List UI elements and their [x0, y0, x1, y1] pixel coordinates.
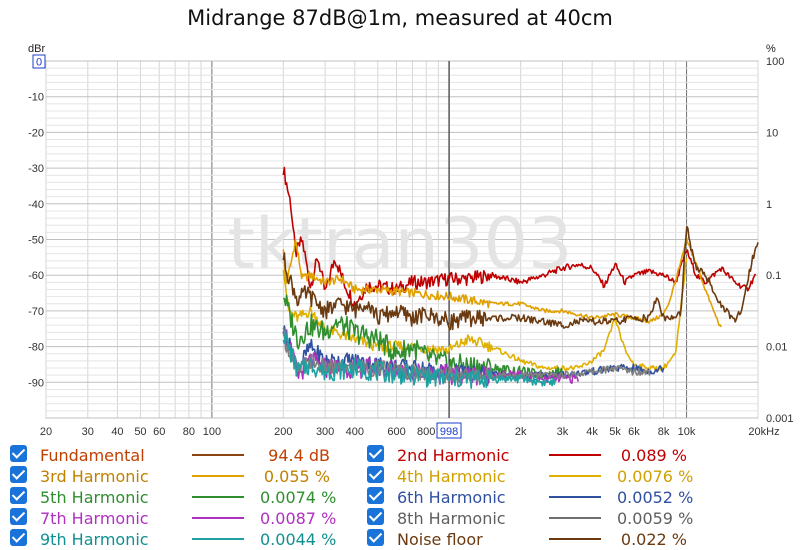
x-tick-label: 2k — [515, 426, 527, 438]
right-axis-tick-label: 0.01 — [766, 342, 787, 354]
chart-title: Midrange 87dB@1m, measured at 40cm — [187, 6, 613, 30]
legend-checkbox-4th-harmonic[interactable] — [367, 466, 384, 483]
x-tick-label: 4k — [586, 426, 598, 438]
legend-value-3rd-harmonic: 0.055 % — [263, 467, 330, 486]
legend-swatch-8th-harmonic — [549, 517, 601, 519]
x-tick-label: 40 — [111, 426, 123, 438]
legend-value-fundamental: 94.4 dB — [268, 446, 330, 465]
legend-swatch-7th-harmonic — [192, 517, 244, 519]
legend-checkbox-3rd-harmonic[interactable] — [10, 466, 27, 483]
legend-checkbox-8th-harmonic[interactable] — [367, 508, 384, 525]
legend-swatch-noise-floor — [549, 538, 601, 540]
left-axis-tick-label: -50 — [28, 235, 44, 247]
legend-label-fundamental: Fundamental — [40, 446, 145, 465]
cursor-label-box — [436, 422, 462, 439]
legend-label-noise-floor: Noise floor — [397, 530, 483, 549]
left-axis-tick-label: -40 — [28, 199, 44, 211]
left-axis-tick-label: -10 — [28, 92, 44, 104]
legend-swatch-6th-harmonic — [549, 496, 601, 498]
x-tick-label: 100 — [203, 426, 221, 438]
left-axis-tick-label: -70 — [28, 306, 44, 318]
legend-checkbox-9th-harmonic[interactable] — [10, 529, 27, 546]
cursor-label: 998 — [440, 426, 458, 438]
left-axis-tick-label: -30 — [28, 163, 44, 175]
left-axis-zero-box — [32, 54, 46, 69]
legend-swatch-9th-harmonic — [192, 538, 244, 540]
left-axis-tick-label: -80 — [28, 342, 44, 354]
legend-value-noise-floor: 0.022 % — [620, 530, 687, 549]
series-line-4th-harmonic — [282, 258, 688, 372]
legend-swatch-2nd-harmonic — [549, 454, 601, 456]
legend-label-6th-harmonic: 6th Harmonic — [397, 488, 506, 507]
left-axis-tick-label: -60 — [28, 270, 44, 282]
x-tick-label: 600 — [387, 426, 405, 438]
right-axis-tick-label: 0.1 — [766, 270, 781, 282]
legend-swatch-fundamental — [192, 454, 244, 456]
watermark: tktran303 — [227, 203, 572, 285]
thd-plot: tktran303 dBr 0 -10 -20 -30 -40 -50 -60 -70 -80 -90… — [28, 43, 794, 439]
legend-label-5th-harmonic: 5th Harmonic — [40, 488, 149, 507]
legend-value-6th-harmonic: 0.0052 % — [617, 488, 694, 507]
legend-swatch-3rd-harmonic — [192, 475, 244, 477]
legend-value-8th-harmonic: 0.0059 % — [617, 509, 694, 528]
legend-value-9th-harmonic: 0.0044 % — [260, 530, 337, 549]
legend-swatch-5th-harmonic — [192, 496, 244, 498]
series-line-3rd-harmonic — [282, 237, 722, 328]
legend-checkbox-fundamental[interactable] — [10, 445, 27, 462]
series-line-noise-floor — [282, 225, 759, 331]
left-axis-top-label: 0 — [36, 57, 42, 69]
x-tick-label: 3k — [557, 426, 569, 438]
legend-value-5th-harmonic: 0.0074 % — [260, 488, 337, 507]
x-tick-label: 6k — [628, 426, 640, 438]
legend-checkbox-noise-floor[interactable] — [367, 529, 384, 546]
legend-value-4th-harmonic: 0.0076 % — [617, 467, 694, 486]
right-axis-tick-label: 100 — [766, 56, 784, 68]
x-tick-label: 300 — [316, 426, 334, 438]
series-line-2nd-harmonic — [282, 166, 757, 308]
x-tick-label: 30 — [82, 426, 94, 438]
legend-value-7th-harmonic: 0.0087 % — [260, 509, 337, 528]
x-tick-label: 20 — [40, 426, 52, 438]
legend-checkbox-6th-harmonic[interactable] — [367, 487, 384, 504]
x-tick-label: 5k — [609, 426, 621, 438]
x-tick-label: 400 — [346, 426, 364, 438]
legend-label-4th-harmonic: 4th Harmonic — [397, 467, 506, 486]
legend-checkbox-2nd-harmonic[interactable] — [367, 445, 384, 462]
x-tick-label: 10k — [678, 426, 696, 438]
legend-checkbox-5th-harmonic[interactable] — [10, 487, 27, 504]
right-axis-unit: % — [766, 43, 776, 55]
left-axis-tick-label: -90 — [28, 377, 44, 389]
legend-swatch-4th-harmonic — [549, 475, 601, 477]
left-axis-unit: dBr — [28, 43, 45, 55]
right-axis-tick-label: 0.001 — [766, 413, 794, 425]
legend-label-9th-harmonic: 9th Harmonic — [40, 530, 149, 549]
x-tick-label: 60 — [153, 426, 165, 438]
x-tick-label: 800 — [417, 426, 435, 438]
legend-label-2nd-harmonic: 2nd Harmonic — [397, 446, 510, 465]
x-tick-label: 50 — [134, 426, 146, 438]
legend-label-3rd-harmonic: 3rd Harmonic — [40, 467, 149, 486]
x-tick-label: 200 — [274, 426, 292, 438]
right-axis-tick-label: 1 — [766, 199, 772, 211]
legend-label-7th-harmonic: 7th Harmonic — [40, 509, 149, 528]
series-line-9th-harmonic — [282, 329, 557, 389]
x-tick-label: 80 — [183, 426, 195, 438]
x-tick-label: 20kHz — [748, 426, 779, 438]
x-tick-label: 8k — [658, 426, 670, 438]
left-axis-tick-label: -20 — [28, 127, 44, 139]
legend-label-8th-harmonic: 8th Harmonic — [397, 509, 506, 528]
legend-checkbox-7th-harmonic[interactable] — [10, 508, 27, 525]
right-axis-tick-label: 10 — [766, 127, 778, 139]
legend-value-2nd-harmonic: 0.089 % — [620, 446, 687, 465]
